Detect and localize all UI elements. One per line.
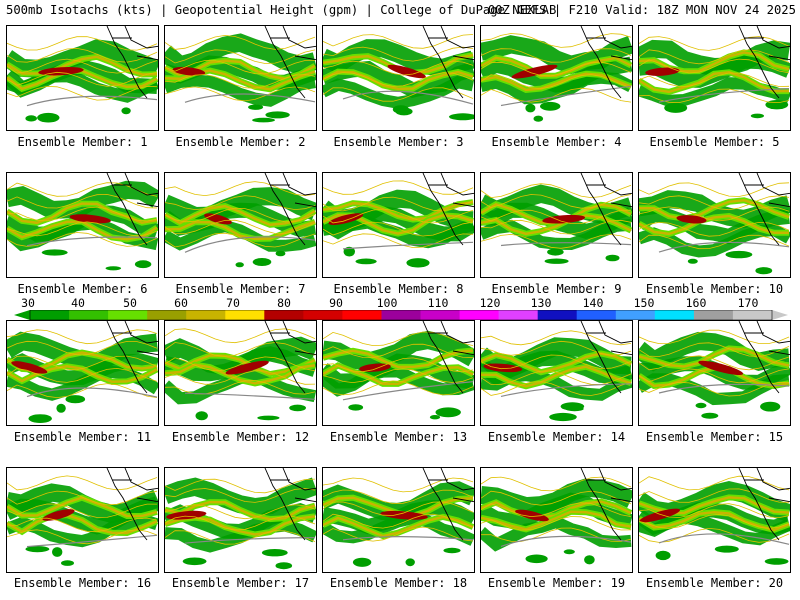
header-valid-time: 00Z GEFS | F210 Valid: 18Z MON NOV 24 20…: [487, 3, 796, 17]
ensemble-panel-9: [480, 172, 633, 278]
ensemble-member-label: Ensemble Member: 18: [329, 576, 468, 590]
ensemble-member-label: Ensemble Member: 5: [649, 135, 780, 149]
colorbar-tick-label: 130: [530, 296, 552, 310]
ensemble-member-label: Ensemble Member: 10: [645, 282, 784, 296]
colorbar-swatch: [186, 310, 226, 320]
ensemble-panel-12: [164, 320, 317, 426]
colorbar-tick-label: 70: [226, 296, 240, 310]
ensemble-panel-18: [322, 467, 475, 573]
colorbar-swatch: [732, 310, 773, 320]
ensemble-panel-7: [164, 172, 317, 278]
colorbar-swatch: [615, 310, 656, 320]
ensemble-panel-4: [480, 25, 633, 131]
colorbar-tick-label: 50: [123, 296, 137, 310]
colorbar-swatch: [69, 310, 109, 320]
ensemble-member-label: Ensemble Member: 12: [171, 430, 310, 444]
ensemble-member-label: Ensemble Member: 17: [171, 576, 310, 590]
colorbar-tick-label: 30: [21, 296, 35, 310]
ensemble-member-label: Ensemble Member: 3: [333, 135, 464, 149]
colorbar-swatch: [264, 310, 304, 320]
colorbar-tick-label: 60: [174, 296, 188, 310]
ensemble-member-label: Ensemble Member: 13: [329, 430, 468, 444]
colorbar-swatch: [225, 310, 265, 320]
ensemble-panel-19: [480, 467, 633, 573]
colorbar-tick-label: 90: [329, 296, 343, 310]
ensemble-panel-20: [638, 467, 791, 573]
colorbar-swatch: [30, 310, 70, 320]
ensemble-panel-1: [6, 25, 159, 131]
ensemble-member-label: Ensemble Member: 20: [645, 576, 784, 590]
ensemble-member-label: Ensemble Member: 6: [17, 282, 148, 296]
ensemble-panel-14: [480, 320, 633, 426]
colorbar-swatch: [576, 310, 617, 320]
colorbar-swatch: [420, 310, 461, 320]
ensemble-panel-15: [638, 320, 791, 426]
colorbar-swatch: [303, 310, 343, 320]
ensemble-member-label: Ensemble Member: 7: [175, 282, 306, 296]
ensemble-panel-3: [322, 25, 475, 131]
ensemble-member-label: Ensemble Member: 9: [491, 282, 622, 296]
colorbar-tick-label: 160: [685, 296, 707, 310]
ensemble-member-label: Ensemble Member: 11: [13, 430, 152, 444]
colorbar-swatch: [459, 310, 500, 320]
colorbar-swatch: [654, 310, 695, 320]
ensemble-member-label: Ensemble Member: 19: [487, 576, 626, 590]
ensemble-member-label: Ensemble Member: 14: [487, 430, 626, 444]
colorbar-tick-label: 170: [737, 296, 759, 310]
colorbar-tick-label: 110: [427, 296, 449, 310]
header-title: 500mb Isotachs (kts) | Geopotential Heig…: [6, 3, 557, 17]
ensemble-panel-10: [638, 172, 791, 278]
colorbar-left-arrow: [14, 310, 30, 320]
ensemble-panel-5: [638, 25, 791, 131]
colorbar-right-arrow: [772, 310, 788, 320]
colorbar-swatch: [108, 310, 148, 320]
ensemble-panel-16: [6, 467, 159, 573]
colorbar-tick-label: 40: [71, 296, 85, 310]
ensemble-member-label: Ensemble Member: 1: [17, 135, 148, 149]
ensemble-member-label: Ensemble Member: 2: [175, 135, 306, 149]
colorbar-tick-label: 80: [277, 296, 291, 310]
colorbar-swatch: [693, 310, 734, 320]
ensemble-member-label: Ensemble Member: 15: [645, 430, 784, 444]
ensemble-panel-8: [322, 172, 475, 278]
colorbar-swatch: [537, 310, 578, 320]
colorbar-tick-label: 100: [376, 296, 398, 310]
ensemble-member-label: Ensemble Member: 8: [333, 282, 464, 296]
colorbar-swatch: [342, 310, 382, 320]
colorbar-tick-label: 120: [479, 296, 501, 310]
header: 500mb Isotachs (kts) | Geopotential Heig…: [6, 3, 796, 21]
ensemble-panel-6: [6, 172, 159, 278]
ensemble-panel-13: [322, 320, 475, 426]
colorbar-tick-label: 140: [582, 296, 604, 310]
ensemble-panel-11: [6, 320, 159, 426]
ensemble-member-label: Ensemble Member: 4: [491, 135, 622, 149]
colorbar-swatch: [498, 310, 539, 320]
colorbar-swatch: [147, 310, 187, 320]
ensemble-panel-2: [164, 25, 317, 131]
colorbar: [14, 310, 788, 320]
colorbar-swatch: [381, 310, 422, 320]
ensemble-panel-17: [164, 467, 317, 573]
ensemble-member-label: Ensemble Member: 16: [13, 576, 152, 590]
colorbar-tick-label: 150: [633, 296, 655, 310]
